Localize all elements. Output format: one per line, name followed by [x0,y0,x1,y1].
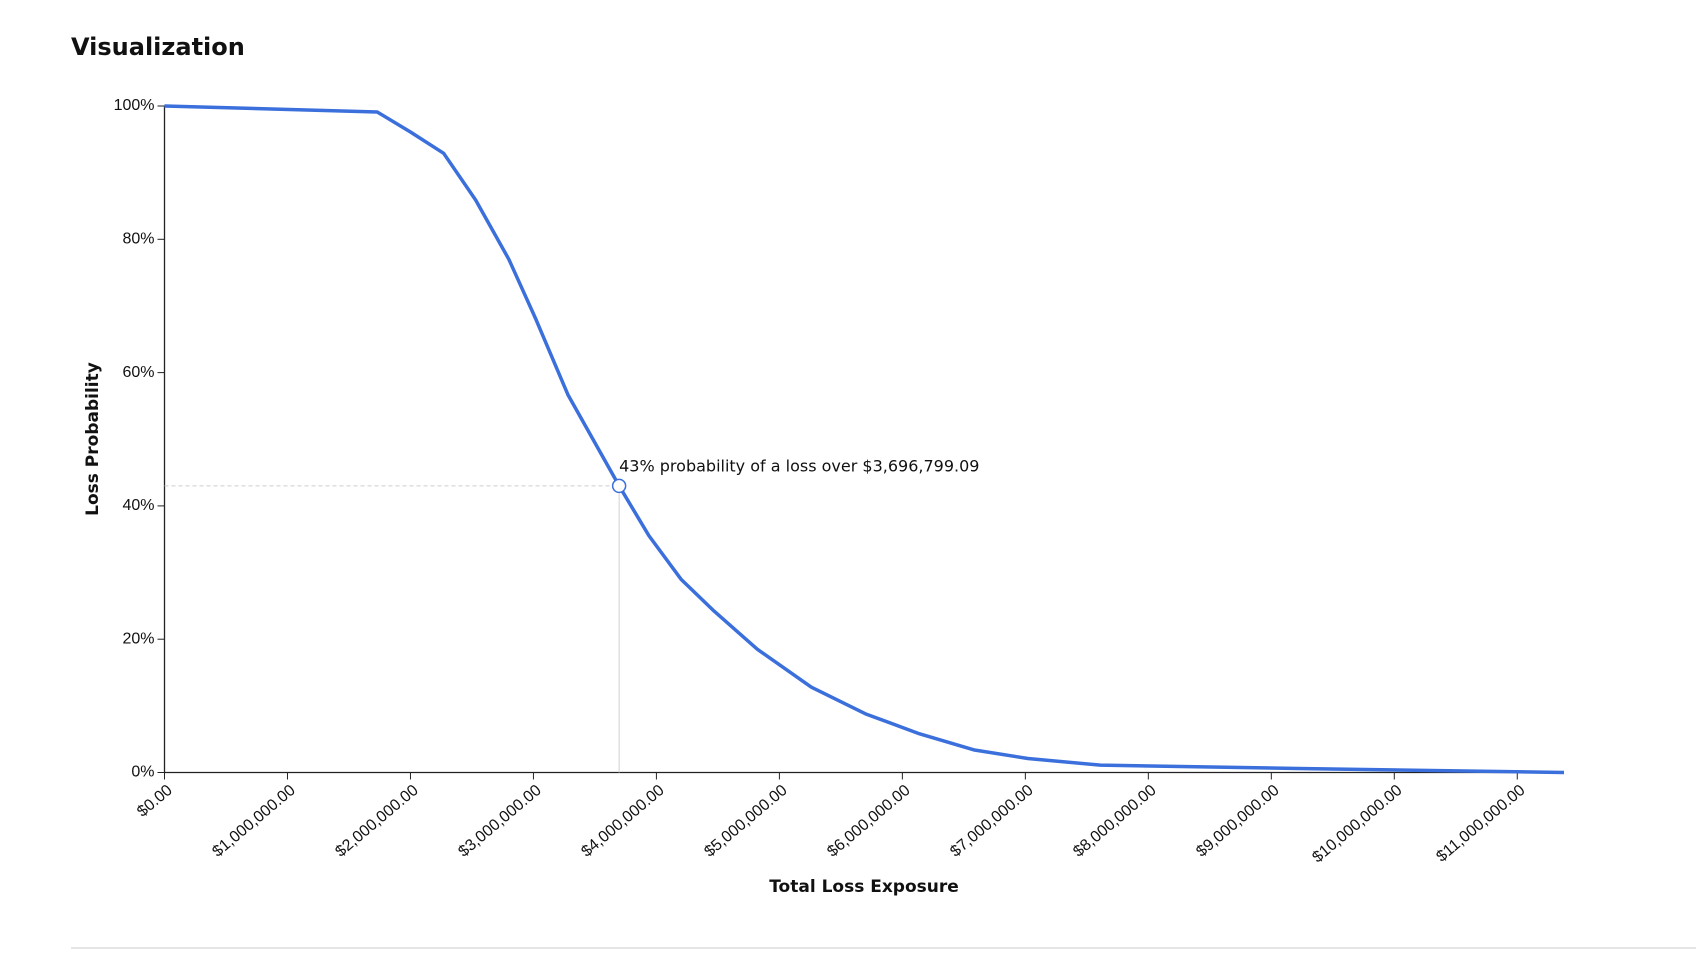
y-tick-label: 20% [122,630,154,647]
x-tick-label: $6,000,000.00 [824,782,913,861]
x-tick-label: $2,000,000.00 [332,782,421,861]
x-tick-label: $4,000,000.00 [578,782,667,861]
x-tick-label: $7,000,000.00 [947,782,1036,861]
x-tick-label: $1,000,000.00 [209,782,298,861]
y-tick-label: 80% [122,231,154,248]
x-tick-label: $10,000,000.00 [1309,782,1405,867]
data-line [164,104,1565,775]
x-tick-label: $0.00 [134,782,176,821]
x-tick-label: $8,000,000.00 [1070,782,1159,861]
x-tick-label: $9,000,000.00 [1193,782,1282,861]
x-tick-label: $5,000,000.00 [701,782,790,861]
y-tick-label: 60% [122,364,154,381]
x-tick-label: $3,000,000.00 [455,782,544,861]
x-tick-label: $11,000,000.00 [1433,782,1528,866]
annotation-text: 43% probability of a loss over $3,696,79… [619,456,979,475]
y-axis-label: Loss Probability [83,362,103,516]
y-tick-label: 0% [131,764,154,781]
y-tick-label: 100% [114,97,155,114]
x-axis-label: Total Loss Exposure [769,877,959,897]
section-title: Visualization [71,33,245,61]
annotation-point [611,478,627,494]
y-tick-label: 40% [122,497,154,514]
